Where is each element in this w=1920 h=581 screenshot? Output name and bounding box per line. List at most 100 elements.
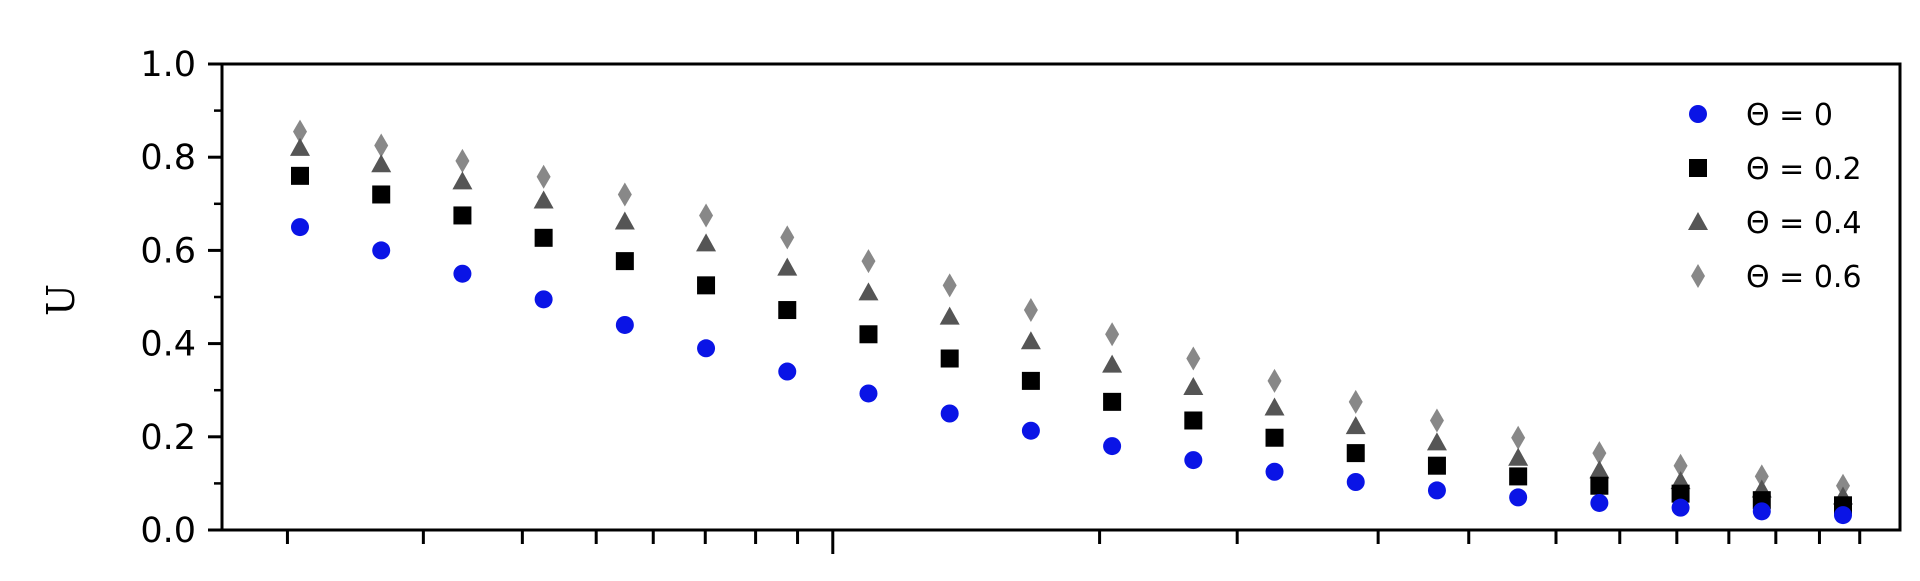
data-point bbox=[1267, 368, 1282, 393]
data-point bbox=[778, 362, 797, 381]
data-point bbox=[453, 206, 472, 225]
data-point bbox=[940, 404, 959, 423]
data-point bbox=[453, 264, 472, 283]
data-point bbox=[1508, 447, 1529, 466]
data-point bbox=[455, 148, 470, 173]
data-point bbox=[1023, 298, 1038, 323]
legend-marker bbox=[1688, 212, 1708, 230]
y-tick-label: 0.4 bbox=[140, 325, 196, 365]
legend-marker bbox=[1689, 159, 1707, 177]
data-point bbox=[1184, 451, 1203, 470]
axes bbox=[220, 62, 1902, 532]
data-point bbox=[1671, 498, 1690, 517]
legend-marker bbox=[1691, 264, 1705, 288]
data-point bbox=[1592, 441, 1607, 466]
data-point bbox=[780, 225, 795, 250]
y-tick-label: 1.0 bbox=[140, 45, 196, 85]
data-point bbox=[1673, 453, 1688, 478]
data-point bbox=[939, 306, 960, 325]
data-point bbox=[858, 282, 879, 301]
data-point bbox=[290, 137, 310, 156]
data-point bbox=[1346, 473, 1365, 492]
axis-ticks: 0.0 0.2 0.4 0.6 0.8 1.0 bbox=[140, 45, 1862, 554]
data-point bbox=[1348, 389, 1363, 414]
data-point bbox=[1264, 397, 1285, 416]
data-point bbox=[1509, 467, 1528, 486]
y-tick-label: 0.2 bbox=[140, 418, 196, 458]
data-point bbox=[1105, 322, 1120, 347]
data-point bbox=[1752, 502, 1771, 521]
data-point bbox=[1103, 437, 1122, 456]
data-point bbox=[1186, 346, 1201, 371]
data-point bbox=[1834, 506, 1852, 525]
data-point bbox=[534, 228, 553, 247]
data-point bbox=[697, 339, 716, 358]
data-point bbox=[1589, 460, 1610, 479]
data-point bbox=[1429, 408, 1444, 433]
y-axis-label: U bbox=[39, 284, 83, 316]
data-point bbox=[1670, 471, 1691, 490]
legend: Θ = 0 Θ = 0.2 Θ = 0.4 Θ = 0.6 bbox=[1688, 98, 1862, 295]
data-point bbox=[696, 233, 717, 252]
series-1 bbox=[291, 166, 1852, 515]
data-point bbox=[1511, 425, 1526, 450]
data-point bbox=[533, 190, 554, 209]
data-point bbox=[861, 249, 876, 274]
data-point bbox=[291, 166, 309, 185]
data-point bbox=[291, 218, 309, 237]
data-point bbox=[536, 164, 551, 189]
data-point bbox=[1265, 428, 1284, 447]
data-point bbox=[1754, 464, 1769, 489]
legend-marker bbox=[1689, 105, 1707, 123]
data-point bbox=[1102, 354, 1123, 373]
data-point bbox=[1427, 456, 1446, 475]
y-tick-label: 0.6 bbox=[140, 231, 196, 271]
legend-label: Θ = 0.6 bbox=[1746, 260, 1862, 295]
y-tick-label: 0.8 bbox=[140, 138, 196, 178]
data-point bbox=[1671, 484, 1690, 503]
data-point bbox=[1103, 392, 1122, 411]
plot-frame bbox=[220, 62, 1902, 532]
data-point bbox=[372, 241, 391, 260]
data-point bbox=[1345, 416, 1366, 435]
data-point bbox=[1509, 488, 1528, 507]
data-point bbox=[1183, 376, 1204, 395]
data-point bbox=[293, 119, 307, 144]
y-tick-label: 0.0 bbox=[140, 511, 196, 551]
data-point bbox=[1021, 371, 1040, 390]
data-point bbox=[1184, 411, 1203, 430]
data-point bbox=[374, 133, 389, 158]
series-3 bbox=[293, 119, 1850, 498]
data-point bbox=[1265, 462, 1284, 481]
data-point bbox=[1346, 444, 1365, 463]
data-points bbox=[290, 119, 1853, 525]
data-point bbox=[534, 290, 553, 309]
data-point bbox=[615, 252, 634, 271]
data-point bbox=[859, 384, 878, 403]
data-point bbox=[699, 203, 714, 228]
legend-label: Θ = 0.4 bbox=[1746, 206, 1862, 241]
series-0 bbox=[291, 218, 1852, 525]
data-point bbox=[371, 154, 392, 173]
data-point bbox=[1426, 432, 1447, 451]
data-point bbox=[1836, 473, 1850, 498]
data-point bbox=[778, 301, 797, 320]
data-point bbox=[614, 211, 635, 230]
data-point bbox=[1021, 421, 1040, 440]
data-point bbox=[615, 315, 634, 334]
data-point bbox=[1020, 331, 1041, 350]
data-point bbox=[859, 325, 878, 344]
data-point bbox=[777, 257, 798, 276]
series-2 bbox=[290, 137, 1853, 505]
data-point bbox=[372, 185, 391, 204]
data-point bbox=[1427, 481, 1446, 500]
data-point bbox=[452, 171, 473, 190]
data-point bbox=[942, 273, 957, 298]
legend-label: Θ = 0.2 bbox=[1746, 152, 1862, 187]
data-point bbox=[697, 276, 716, 295]
data-point bbox=[1590, 476, 1609, 495]
data-point bbox=[1590, 493, 1609, 512]
data-point bbox=[617, 182, 632, 207]
data-point bbox=[940, 349, 959, 368]
